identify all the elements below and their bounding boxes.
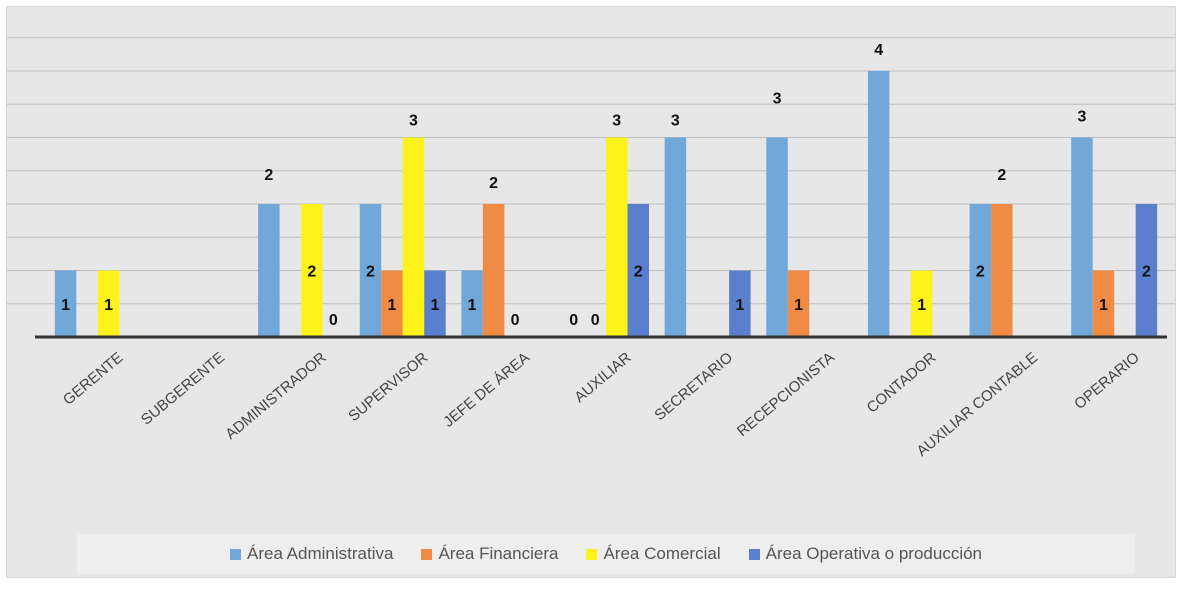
- legend-label: Área Financiera: [438, 544, 559, 563]
- bar-area-operativa-o-produccion-auxiliar: [627, 204, 649, 337]
- legend-swatch: [421, 548, 433, 560]
- data-label-area-administrativa-auxiliar-contable: 2: [976, 264, 985, 281]
- x-tick-operario: OPERARIO: [1071, 349, 1143, 413]
- bar-area-administrativa-operario: [1071, 137, 1093, 337]
- bar-area-comercial-gerente: [97, 270, 120, 337]
- data-label-area-financiera-jefe-de-area: 2: [489, 175, 498, 192]
- x-tick-supervisor: SUPERVISOR: [345, 349, 431, 425]
- bar-area-comercial-contador: [910, 270, 933, 337]
- bar-area-financiera-recepcionista: [787, 270, 810, 337]
- data-label-area-administrativa-secretario: 3: [671, 113, 680, 130]
- bar-area-financiera-jefe-de-area: [482, 204, 505, 337]
- x-tick-recepcionista: RECEPCIONISTA: [734, 349, 838, 440]
- x-tick-auxiliar: AUXILIAR: [571, 349, 634, 406]
- legend-swatch: [229, 548, 241, 560]
- data-label-area-operativa-o-produccion-auxiliar: 2: [634, 264, 643, 281]
- bar-area-administrativa-administrador: [258, 204, 280, 337]
- data-label-area-comercial-auxiliar: 3: [612, 113, 621, 130]
- legend-label: Área Operativa o producción: [765, 544, 983, 563]
- bar-area-administrativa-supervisor: [359, 204, 382, 337]
- x-tick-jefe-de-area: JEFE DE ÁREA: [440, 349, 533, 431]
- bars: [54, 71, 1158, 337]
- data-label-area-financiera-auxiliar-contable: 2: [997, 167, 1006, 184]
- legend: Área Administrativa Área Financiera Área C…: [77, 534, 1135, 574]
- bar-area-financiera-supervisor: [381, 270, 403, 337]
- x-tick-administrador: ADMINISTRADOR: [222, 349, 329, 443]
- data-label-area-operativa-o-produccion-administrador: 0: [329, 312, 338, 329]
- bar-area-administrativa-auxiliar-contable: [969, 204, 992, 337]
- bar-area-administrativa-gerente: [54, 270, 77, 337]
- x-tick-secretario: SECRETARIO: [651, 349, 736, 424]
- data-label-area-administrativa-operario: 3: [1077, 109, 1086, 126]
- bar-area-administrativa-secretario: [664, 137, 687, 337]
- data-label-area-comercial-administrador: 2: [307, 264, 316, 281]
- data-label-area-comercial-contador: 1: [917, 297, 926, 314]
- data-label-area-financiera-supervisor: 1: [388, 297, 397, 314]
- bar-area-financiera-auxiliar-contable: [991, 204, 1013, 337]
- bar-area-operativa-o-produccion-secretario: [729, 270, 751, 337]
- legend-item-area-operativa-o-produccion: Área Operativa o producción: [748, 544, 983, 564]
- legend-swatch: [586, 548, 598, 560]
- data-label-area-financiera-operario: 1: [1099, 297, 1108, 314]
- bar-area-administrativa-contador: [867, 71, 890, 337]
- data-label-area-comercial-jefe-de-area: 0: [511, 312, 520, 329]
- legend-item-area-administrativa: Área Administrativa: [229, 544, 394, 564]
- legend-item-area-financiera: Área Financiera: [421, 544, 558, 564]
- data-label-area-administrativa-gerente: 1: [61, 297, 70, 314]
- bar-area-financiera-operario: [1092, 270, 1115, 337]
- bar-area-operativa-o-produccion-supervisor: [424, 270, 446, 337]
- data-label-area-financiera-recepcionista: 1: [794, 297, 803, 314]
- legend-item-area-comercial: Área Comercial: [586, 544, 721, 564]
- data-label-area-operativa-o-produccion-supervisor: 1: [431, 297, 440, 314]
- bar-area-comercial-supervisor: [402, 137, 425, 337]
- data-label-area-operativa-o-produccion-operario: 2: [1142, 264, 1151, 281]
- x-tick-gerente: GERENTE: [60, 349, 126, 409]
- bar-area-comercial-administrador: [301, 204, 323, 337]
- data-label-area-administrativa-contador: 4: [874, 42, 883, 59]
- bar-area-administrativa-jefe-de-area: [461, 270, 483, 337]
- data-label-area-administrativa-auxiliar: 0: [569, 312, 578, 329]
- data-label-area-comercial-supervisor: 3: [409, 113, 418, 130]
- data-label-area-administrativa-administrador: 2: [264, 167, 273, 184]
- bar-area-administrativa-recepcionista: [766, 137, 788, 337]
- data-label-area-operativa-o-produccion-secretario: 1: [735, 297, 744, 314]
- legend-label: Área Administrativa: [246, 544, 394, 563]
- bar-area-operativa-o-produccion-operario: [1135, 204, 1158, 337]
- legend-swatch: [748, 548, 760, 560]
- gridlines: [7, 37, 1175, 305]
- data-label-area-administrativa-recepcionista: 3: [773, 91, 782, 108]
- data-label-area-administrativa-supervisor: 2: [366, 264, 375, 281]
- data-label-area-comercial-gerente: 1: [104, 297, 113, 314]
- data-label-area-financiera-auxiliar: 0: [591, 312, 600, 329]
- x-tick-contador: CONTADOR: [864, 349, 940, 417]
- data-label-area-administrativa-jefe-de-area: 1: [468, 297, 477, 314]
- legend-label: Área Comercial: [603, 544, 721, 563]
- x-tick-subgerente: SUBGERENTE: [138, 349, 228, 428]
- bar-area-comercial-auxiliar: [606, 137, 628, 337]
